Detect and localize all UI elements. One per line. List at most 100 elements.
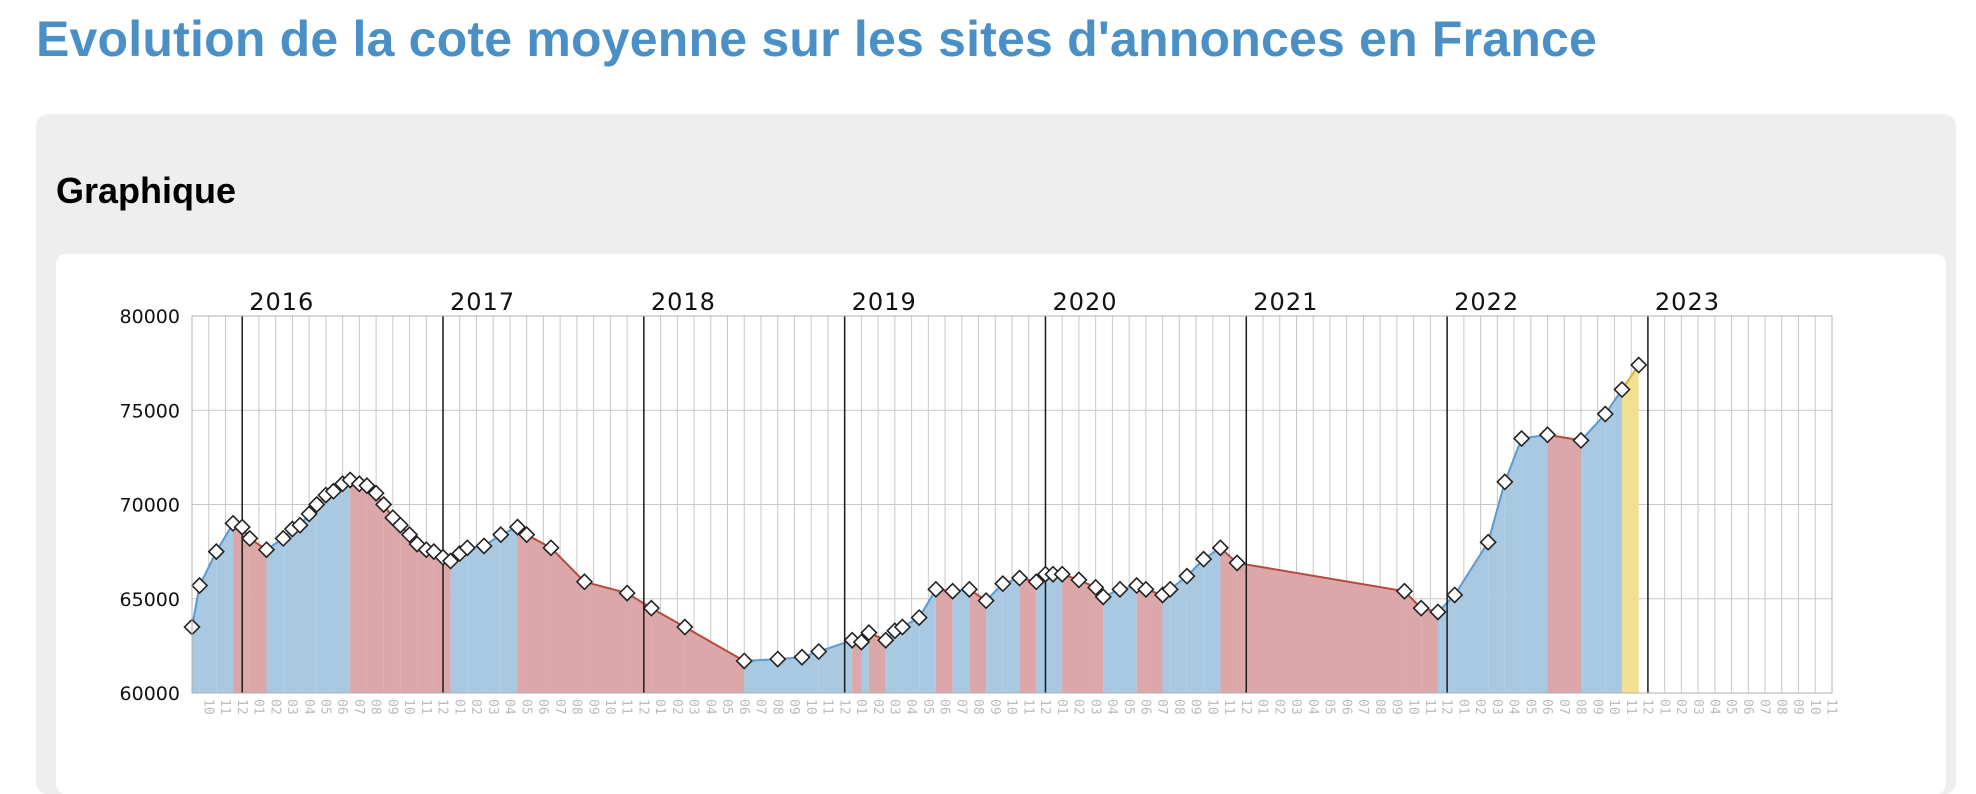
area-segment xyxy=(894,627,903,693)
x-tick-label: 08 xyxy=(1372,699,1387,715)
plot-border xyxy=(191,315,1833,694)
area-segment xyxy=(500,527,518,693)
x-tick-label: 03 xyxy=(1690,699,1705,715)
y-tick-label: 80000 xyxy=(120,306,180,328)
data-point xyxy=(893,618,912,636)
data-point xyxy=(1211,539,1230,557)
x-tick-label: 07 xyxy=(351,699,366,715)
x-tick-label: 05 xyxy=(1522,699,1537,715)
x-tick-label: 04 xyxy=(1104,699,1119,715)
area-segment xyxy=(1237,562,1405,693)
x-tick-label: 09 xyxy=(384,699,399,715)
area-segment xyxy=(216,523,234,693)
y-tick-label: 65000 xyxy=(120,589,180,611)
data-point xyxy=(1446,586,1464,604)
x-tick-label: 03 xyxy=(284,699,299,715)
data-point xyxy=(358,477,376,495)
area-segment xyxy=(426,549,434,693)
chart-panel: Graphique 2016 2017 2018 2019 2020 2021 2022 20… xyxy=(36,114,1956,794)
area-segment xyxy=(1170,576,1187,693)
x-tick-label: 08 xyxy=(569,699,584,715)
data-point xyxy=(458,539,476,557)
area-segment xyxy=(376,493,384,693)
data-point xyxy=(492,526,510,544)
data-point xyxy=(735,652,753,670)
area-segment xyxy=(526,534,551,693)
data-point xyxy=(518,526,536,544)
data-point xyxy=(852,633,871,651)
area-segment xyxy=(249,538,267,693)
x-tick-label: 05 xyxy=(318,699,333,715)
data-point xyxy=(1630,356,1648,374)
x-tick-label: 04 xyxy=(502,699,517,715)
year-label: 2023 xyxy=(1655,288,1720,316)
line-segment xyxy=(683,626,746,662)
x-tick-label: 02 xyxy=(1071,699,1086,715)
data-point xyxy=(769,650,787,668)
x-tick-label: 04 xyxy=(903,699,918,715)
line-segment xyxy=(1453,541,1490,596)
data-point xyxy=(860,624,878,642)
area-segment xyxy=(1622,365,1639,693)
area-segment xyxy=(1421,608,1438,693)
x-tick-label: 09 xyxy=(1389,699,1404,715)
data-point xyxy=(542,539,560,557)
area-segment xyxy=(350,479,360,693)
data-point xyxy=(676,618,694,636)
x-tick-label: 05 xyxy=(719,699,734,715)
y-tick-label: 75000 xyxy=(120,400,180,422)
area-segment xyxy=(1053,574,1063,693)
area-segment xyxy=(1404,591,1422,693)
area-segment xyxy=(342,479,351,693)
x-tick-label: 07 xyxy=(1154,699,1169,715)
x-tick-label: 09 xyxy=(1589,699,1604,715)
x-tick-label: 08 xyxy=(970,699,985,715)
data-point xyxy=(1053,565,1071,583)
x-tick-label: 12 xyxy=(1439,699,1454,715)
x-tick-label: 11 xyxy=(1221,699,1236,715)
area-segment xyxy=(325,491,334,693)
page-title: Evolution de la cote moyenne sur les sit… xyxy=(36,11,1598,67)
x-tick-label: 02 xyxy=(1673,699,1688,715)
area-segment xyxy=(868,632,886,693)
area-segment xyxy=(1119,585,1137,693)
x-tick-label: 01 xyxy=(853,699,868,715)
area-segment xyxy=(450,553,460,693)
area-segment xyxy=(627,593,652,693)
area-segment xyxy=(1078,579,1096,693)
data-point xyxy=(1412,599,1430,617)
x-tick-label: 07 xyxy=(1556,699,1571,715)
data-point xyxy=(375,495,393,514)
area-segment xyxy=(1186,559,1204,693)
x-tick-label: 02 xyxy=(468,699,483,715)
area-segment xyxy=(459,547,468,693)
x-tick-label: 11 xyxy=(1020,699,1035,715)
x-tick-label: 07 xyxy=(1355,699,1370,715)
chart: 2016 2017 2018 2019 2020 2021 2022 2023 60000 650… xyxy=(120,288,1839,715)
data-point xyxy=(1111,580,1129,598)
x-tick-label: 04 xyxy=(301,699,316,715)
data-point xyxy=(943,582,962,600)
area-segment xyxy=(1521,434,1548,693)
data-point xyxy=(475,537,493,555)
area-segment xyxy=(283,529,293,693)
chart-card: 2016 2017 2018 2019 2020 2021 2022 2023 60000 650… xyxy=(56,254,1946,794)
x-tick-label: 01 xyxy=(1054,699,1069,715)
data-point xyxy=(1010,569,1029,587)
x-tick-label: 09 xyxy=(987,699,1002,715)
data-point xyxy=(1070,571,1088,589)
area-segment xyxy=(952,589,970,693)
x-tick-label: 04 xyxy=(702,699,717,715)
area-segment xyxy=(1504,438,1522,693)
data-point xyxy=(1137,580,1155,598)
x-tick-label: 11 xyxy=(1824,699,1839,715)
x-tick-label: 07 xyxy=(552,699,567,715)
data-point xyxy=(642,599,661,617)
data-point xyxy=(1538,426,1557,444)
x-tick-label: 11 xyxy=(217,699,232,715)
area-segment xyxy=(1162,589,1171,693)
data-point xyxy=(1512,429,1531,448)
data-point xyxy=(977,592,995,610)
area-segment xyxy=(1437,594,1455,693)
data-point xyxy=(367,484,385,502)
